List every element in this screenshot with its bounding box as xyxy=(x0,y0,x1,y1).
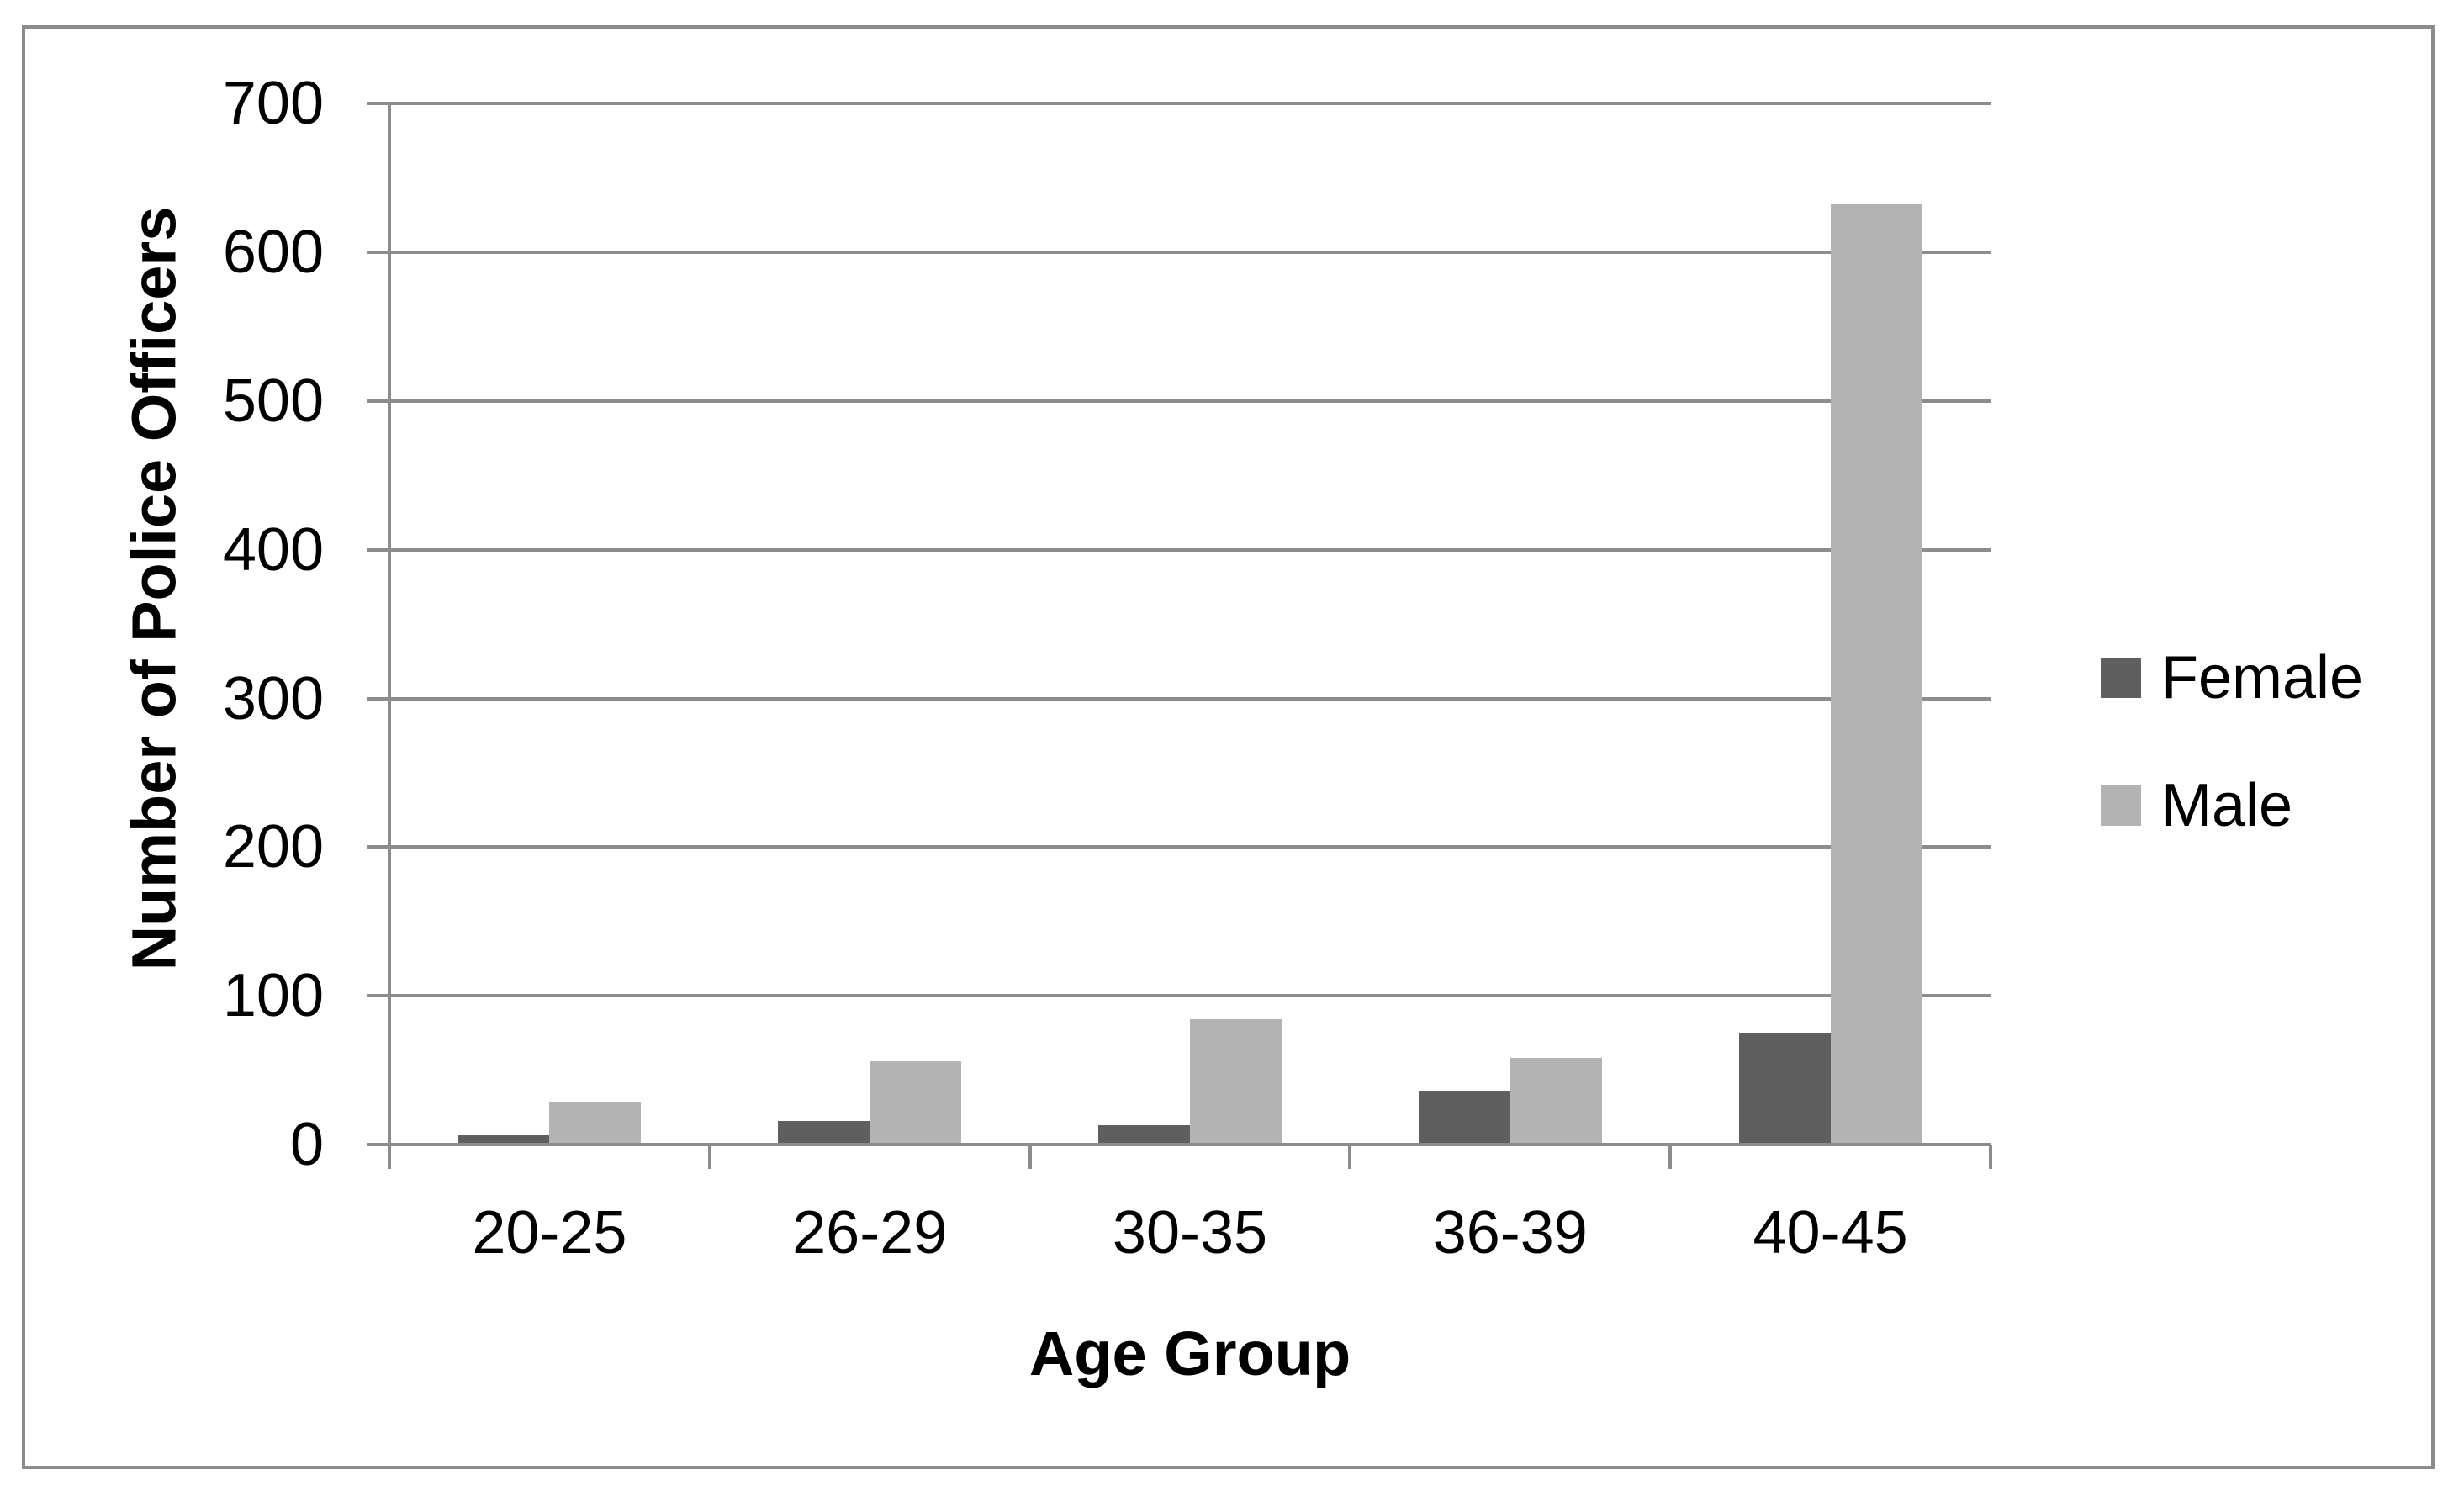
bar-female-40-45 xyxy=(1738,1033,1831,1145)
x-axis-tick-1 xyxy=(707,1145,711,1169)
legend-label-female: Female xyxy=(2161,644,2364,711)
x-axis-tick-3 xyxy=(1348,1145,1352,1169)
y-tick-label-500: 500 xyxy=(222,367,324,435)
x-tick-label-26-29: 26-29 xyxy=(792,1199,948,1266)
x-axis-tick-0 xyxy=(388,1145,391,1169)
bar-male-40-45 xyxy=(1830,203,1922,1145)
bar-male-30-35 xyxy=(1190,1019,1282,1145)
bar-male-36-39 xyxy=(1510,1058,1602,1145)
y-tick-label-300: 300 xyxy=(222,664,324,732)
y-tick-label-100: 100 xyxy=(222,962,324,1030)
x-tick-label-40-45: 40-45 xyxy=(1753,1199,1908,1266)
bar-female-30-35 xyxy=(1098,1125,1190,1145)
chart-border-frame xyxy=(22,25,2435,1469)
gridline-100 xyxy=(367,994,1991,998)
gridline-200 xyxy=(367,845,1991,849)
x-axis-tick-2 xyxy=(1028,1145,1032,1169)
legend-swatch-male xyxy=(2101,785,2141,826)
bar-male-20-25 xyxy=(549,1101,642,1145)
gridline-600 xyxy=(367,251,1991,255)
y-tick-label-700: 700 xyxy=(222,70,324,138)
x-tick-label-30-35: 30-35 xyxy=(1112,1199,1268,1266)
x-axis-tick-5 xyxy=(1989,1145,1992,1169)
gridline-700 xyxy=(367,102,1991,106)
x-tick-label-36-39: 36-39 xyxy=(1432,1199,1588,1266)
x-tick-label-20-25: 20-25 xyxy=(472,1199,627,1266)
y-tick-label-200: 200 xyxy=(222,813,324,881)
x-axis-line xyxy=(367,1143,1991,1146)
legend-label-male: Male xyxy=(2161,772,2293,839)
gridline-400 xyxy=(367,547,1991,552)
x-axis-tick-4 xyxy=(1668,1145,1673,1169)
bar-female-26-29 xyxy=(778,1120,870,1145)
bar-male-26-29 xyxy=(870,1060,961,1145)
y-tick-label-400: 400 xyxy=(222,516,324,584)
bar-female-20-25 xyxy=(457,1135,550,1145)
legend-swatch-female xyxy=(2101,658,2141,698)
gridline-300 xyxy=(367,696,1991,701)
bar-female-36-39 xyxy=(1419,1091,1510,1145)
gridline-500 xyxy=(367,399,1991,403)
y-tick-label-600: 600 xyxy=(222,219,324,287)
y-axis-line xyxy=(388,102,391,1169)
legend: Female Male xyxy=(2101,639,2420,891)
y-tick-label-0: 0 xyxy=(289,1111,324,1178)
x-axis-title: Age Group xyxy=(1028,1319,1351,1388)
